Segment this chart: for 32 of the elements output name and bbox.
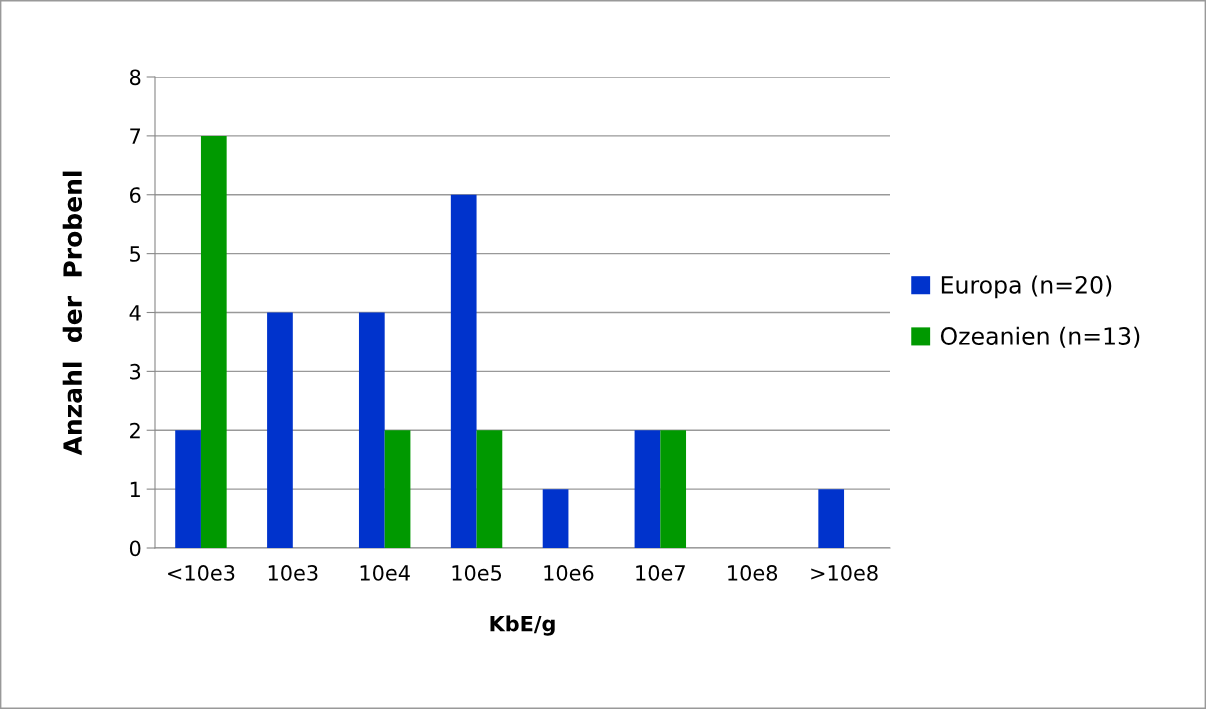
y-axis-title: Anzahl der Probenl: [62, 171, 83, 456]
x-tick-label: <10e3: [168, 565, 235, 581]
x-axis-title: KbE/g: [490, 615, 555, 636]
y-tick-label: 1: [130, 481, 140, 498]
bar: [660, 430, 687, 548]
x-tick-label: 10e4: [360, 565, 410, 581]
x-tick-label: 10e5: [452, 565, 502, 581]
legend-label: Europa (n=20): [941, 275, 1112, 299]
bar: [267, 312, 293, 548]
bar: [476, 430, 503, 548]
x-tick-label: 10e6: [544, 565, 594, 581]
x-tick-label: >10e8: [811, 565, 878, 581]
y-tick-label: 8: [129, 69, 141, 86]
y-tick-label: 6: [130, 187, 141, 203]
bar: [384, 430, 411, 548]
y-tick-label: 3: [130, 363, 141, 380]
y-tick-label: 7: [130, 128, 141, 144]
y-tick-label: 4: [129, 305, 141, 321]
bar: [200, 135, 227, 548]
y-tick-label: 0: [129, 540, 141, 557]
legend-label: Ozeanien (n=13): [940, 326, 1140, 348]
bar: [542, 489, 569, 548]
x-tick-label: 10e8: [728, 565, 778, 581]
y-tick-label: 5: [130, 246, 140, 262]
y-tick-label: 2: [130, 422, 140, 439]
bar: [634, 430, 661, 548]
x-tick-label: 10e7: [636, 565, 685, 581]
bar: [818, 489, 845, 548]
bar: [175, 430, 201, 548]
bar: [450, 194, 477, 548]
x-tick-label: 10e3: [268, 565, 318, 581]
bar: [358, 312, 385, 548]
